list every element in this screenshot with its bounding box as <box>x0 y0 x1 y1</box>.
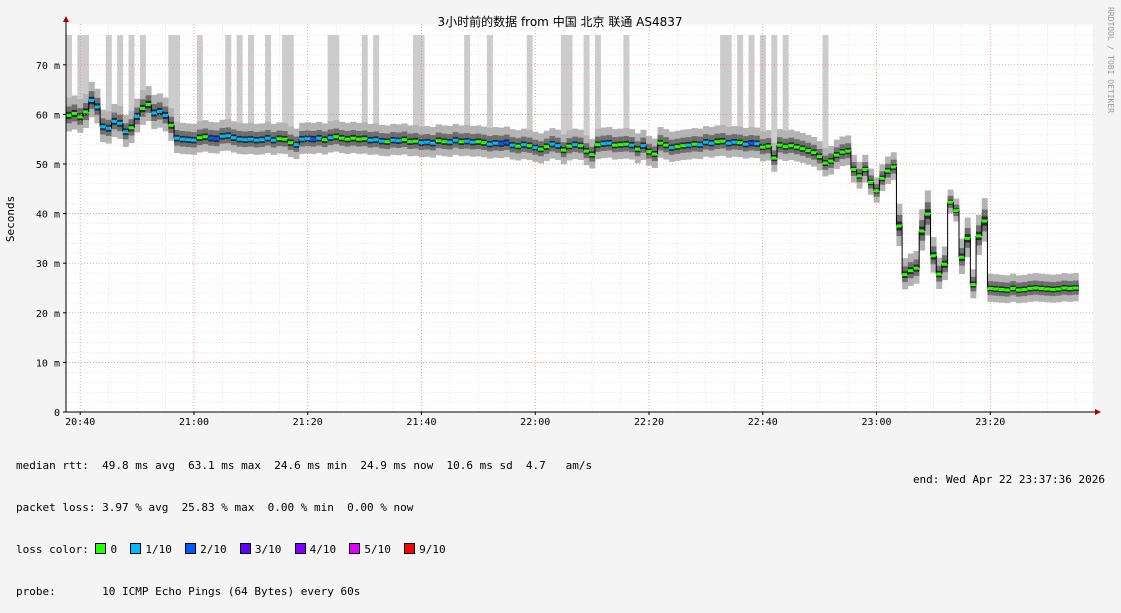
smoke-spike <box>594 35 601 145</box>
loss-swatch <box>95 543 107 554</box>
smoke-spike <box>725 35 732 144</box>
loss-color-label: loss color: <box>16 543 89 556</box>
packet-loss-stats: packet loss: 3.97 % avg 25.83 % max 0.00… <box>16 501 414 514</box>
x-tick-label: 22:20 <box>634 417 664 428</box>
rrdtool-watermark: RRDTOOL / TOBI OETIKER <box>1106 7 1115 113</box>
y-tick-label: 60 m <box>36 110 60 121</box>
smoke-spike <box>464 35 471 142</box>
legend: median rtt: 49.8 ms avg 63.1 ms max 24.6… <box>16 431 592 613</box>
x-tick-label: 20:40 <box>65 417 95 428</box>
major-gridlines <box>66 24 1093 412</box>
median-line <box>65 99 1079 292</box>
x-tick-label: 21:20 <box>293 417 323 428</box>
loss-legend-item: 9/10 <box>404 543 459 556</box>
smoke-spike <box>737 35 744 143</box>
chart-title: 3小时前的数据 from 中国 北京 联通 AS4837 <box>438 14 683 29</box>
loss-legend-label: 5/10 <box>364 543 405 556</box>
smoke-spike <box>265 35 272 139</box>
x-tick-label: 22:40 <box>748 417 778 428</box>
smoke-spike <box>139 35 146 109</box>
smoke-spike <box>287 35 294 143</box>
probe-info: probe: 10 ICMP Echo Pings (64 Bytes) eve… <box>16 585 361 598</box>
y-tick-labels: 0 10 m 20 m 30 m 40 m 50 m 60 m 70 m <box>36 61 66 419</box>
y-axis-arrow <box>63 16 69 22</box>
plot-area <box>66 24 1093 412</box>
loss-swatch <box>294 543 306 554</box>
smoke-spike <box>117 35 124 124</box>
smoke-spike <box>623 35 630 145</box>
loss-legend-item: 4/10 <box>294 543 350 556</box>
smoke-spike <box>247 35 254 140</box>
loss-legend-label: 3/10 <box>254 543 295 556</box>
smokeping-chart: 0 10 m 20 m 30 m 40 m 50 m 60 m 70 m 20:40 21:00… <box>4 7 1115 428</box>
loss-legend-label: 1/10 <box>145 543 186 556</box>
loss-legend-label: 2/10 <box>200 543 240 556</box>
loss-legend-item: 2/10 <box>185 543 240 556</box>
x-tick-label: 23:00 <box>861 417 891 428</box>
smoke-spike <box>782 35 789 147</box>
smoke-spike <box>566 35 573 147</box>
x-tick-labels: 20:40 21:00 21:20 21:40 22:00 22:20 22:40 23:00… <box>65 412 1005 428</box>
loss-swatch <box>349 543 361 554</box>
x-tick-label: 22:00 <box>520 417 550 428</box>
smoke-spike <box>105 35 112 129</box>
smoke-spike <box>174 35 181 139</box>
y-axis-label: Seconds <box>4 196 17 242</box>
smoke-spike <box>128 35 135 128</box>
smoke-spike <box>327 35 334 138</box>
axes <box>63 16 1101 415</box>
smoke-spike <box>771 35 778 159</box>
smoke-spike <box>65 35 72 116</box>
smoke-spike <box>282 35 289 140</box>
loss-legend-item: 3/10 <box>239 543 295 556</box>
y-tick-label: 70 m <box>36 61 60 72</box>
smoke-spike <box>168 35 175 126</box>
y-tick-label: 40 m <box>36 210 60 221</box>
x-tick-label: 23:20 <box>975 417 1005 428</box>
smoke-spike <box>225 35 232 136</box>
smoke-spike <box>759 35 766 148</box>
y-tick-label: 50 m <box>36 160 60 171</box>
smoke-spike <box>196 35 203 138</box>
loss-legend-label: 4/10 <box>309 543 350 556</box>
y-tick-label: 0 <box>54 408 60 419</box>
loss-legend-item: 0 <box>95 543 130 556</box>
loss-color-legend: loss color: 0 1/10 2/10 3/10 4/10 5/10 9… <box>16 543 592 557</box>
smoke-spike <box>822 35 829 164</box>
median-rtt-stats: median rtt: 49.8 ms avg 63.1 ms max 24.6… <box>16 459 593 472</box>
y-tick-label: 30 m <box>36 259 60 270</box>
smoke-spike <box>748 35 755 144</box>
smoke-spike <box>83 35 90 112</box>
smoke-spike <box>412 35 419 142</box>
x-tick-label: 21:40 <box>406 417 436 428</box>
loss-legend-label: 0 <box>110 543 131 556</box>
smoke-spike <box>583 35 590 152</box>
smoke-spike <box>333 35 340 137</box>
loss-legend-item: 5/10 <box>349 543 404 556</box>
y-tick-label: 20 m <box>36 309 60 320</box>
loss-swatch <box>130 543 142 554</box>
loss-swatch <box>185 543 197 554</box>
smoke-spike <box>560 35 567 151</box>
loss-legend-item: 1/10 <box>130 543 185 556</box>
y-tick-label: 10 m <box>36 358 60 369</box>
smoke-spike <box>236 35 243 140</box>
end-time: end: Wed Apr 22 23:37:36 2026 <box>912 473 1105 486</box>
smoke-spike <box>526 35 533 146</box>
smoke-spike <box>418 35 425 143</box>
smoke-spike <box>720 35 727 142</box>
loss-legend-label: 9/10 <box>419 543 459 556</box>
x-axis-arrow <box>1095 409 1101 415</box>
smoke-spike <box>373 35 380 140</box>
smoke-spike <box>486 35 493 145</box>
loss-swatch <box>239 543 251 554</box>
x-tick-label: 21:00 <box>179 417 209 428</box>
loss-swatch <box>404 543 416 554</box>
smoke-spike <box>361 35 368 139</box>
